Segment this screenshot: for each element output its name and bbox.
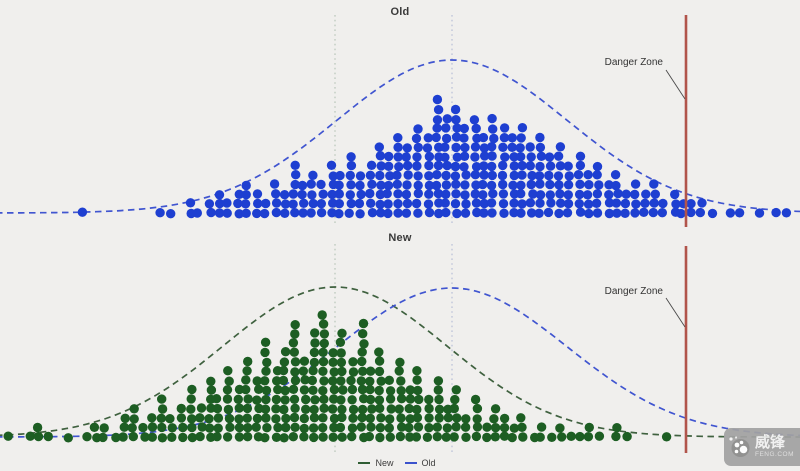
legend-new-dash-icon: [358, 462, 371, 464]
legend-old-label: Old: [421, 458, 436, 468]
watermark-text: 威锋 FENG.COM: [755, 435, 794, 459]
panel-title-new: New: [388, 232, 412, 244]
watermark-cn-text: 威锋: [755, 434, 786, 452]
fengcom-watermark: 威锋 FENG.COM: [724, 428, 800, 466]
legend-new-label: New: [375, 458, 394, 468]
legend-old-dash-icon: [404, 462, 417, 464]
watermark-en-text: FENG.COM: [755, 451, 795, 459]
danger-zone-label-new: Danger Zone: [604, 286, 663, 297]
chart-legend: New Old: [0, 458, 800, 468]
panel-title-old: Old: [390, 6, 410, 18]
danger-zone-label-old: Danger Zone: [604, 57, 663, 68]
fengcom-logo-icon: [729, 436, 750, 457]
